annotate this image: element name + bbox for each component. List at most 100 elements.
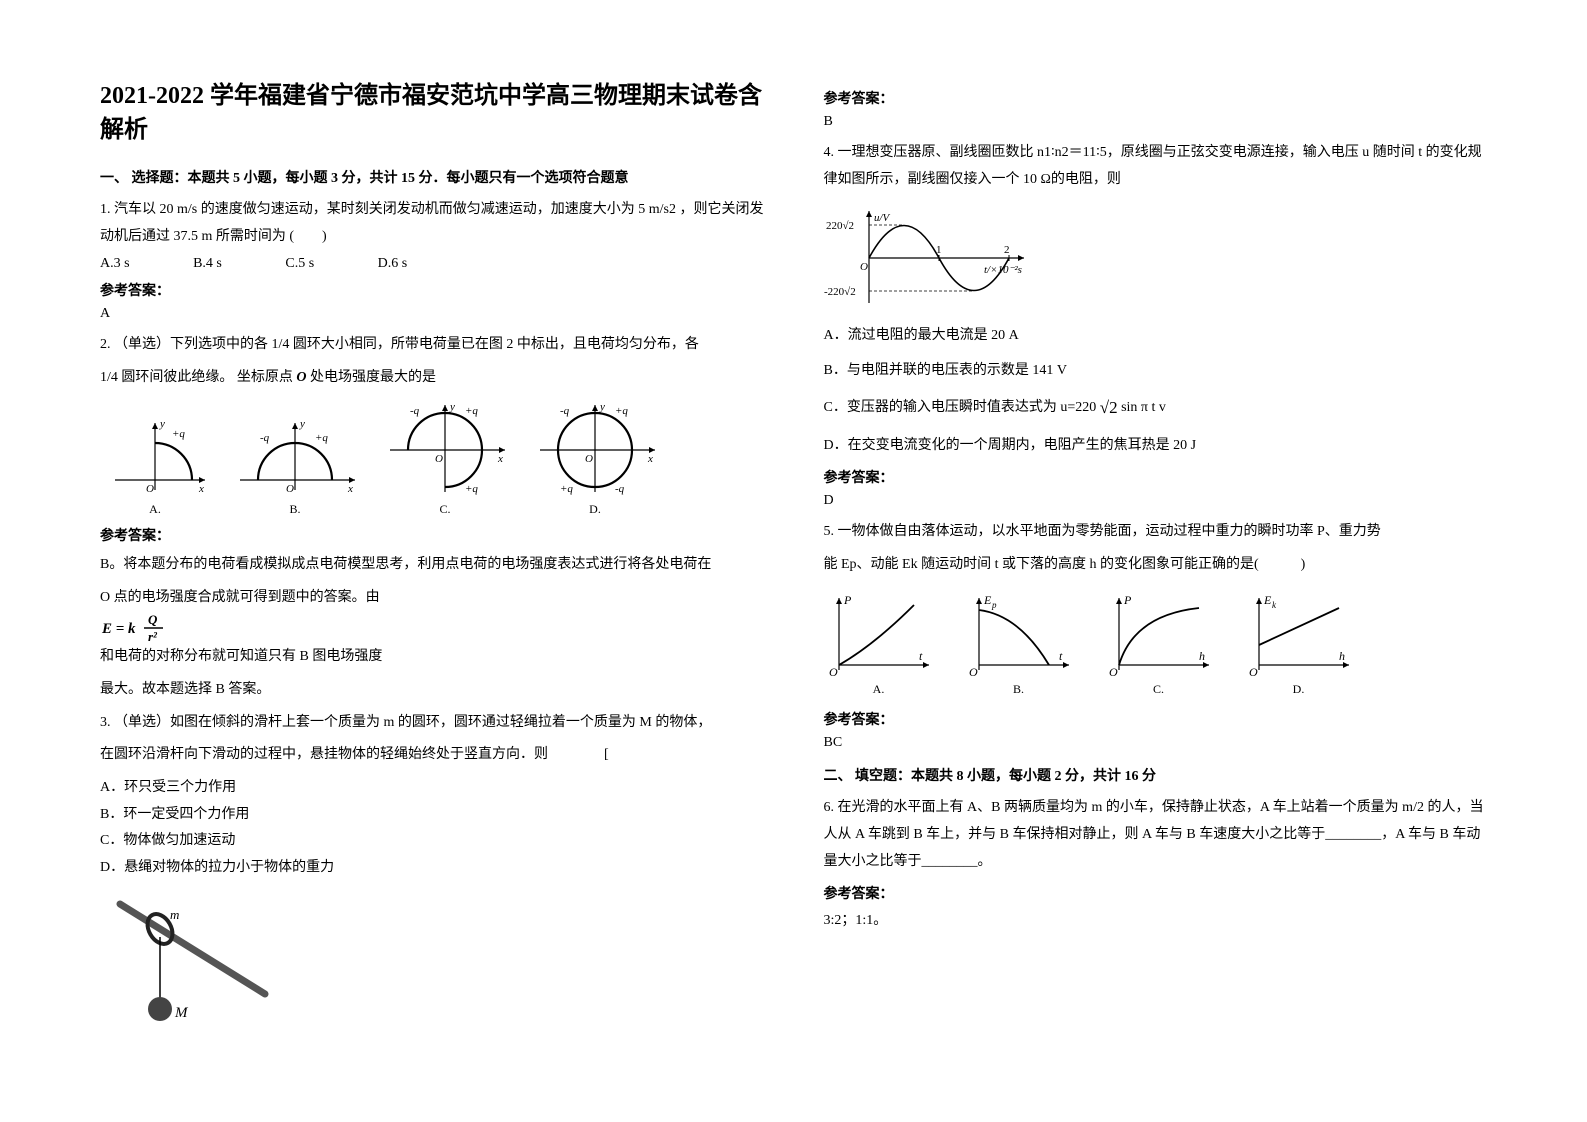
svg-text:+q: +q (465, 483, 478, 495)
svg-text:t: t (919, 649, 923, 663)
inclined-rod-diagram: m M (100, 889, 280, 1029)
q5-labelB: B. (964, 682, 1074, 697)
svg-text:y: y (599, 401, 605, 413)
q3-answer-label: 参考答案： (824, 88, 1488, 108)
svg-text:h: h (1339, 649, 1345, 663)
svg-text:O: O (1109, 665, 1118, 679)
svg-text:-220√2: -220√2 (824, 286, 856, 298)
q2-explain2: O 点的电场强度合成就可得到题中的答案。由 E = k Q r² 和电荷的对称分… (100, 584, 764, 671)
q4-optC-b: sin π t v (1121, 400, 1166, 415)
svg-text:+q: +q (465, 405, 478, 417)
svg-text:x: x (647, 453, 653, 465)
q2-figC: -q +q +q O x y C. (380, 400, 510, 517)
q3-optB: B．环一定受四个力作用 (100, 802, 764, 829)
svg-text:h: h (1199, 649, 1205, 663)
svg-text:+q: +q (615, 405, 628, 417)
right-column: 参考答案： B 4. 一理想变压器原、副线圈匝数比 n1∶n2＝11∶5，原线圈… (824, 80, 1488, 1082)
q6-text: 6. 在光滑的水平面上有 A、B 两辆质量均为 m 的小车，保持静止状态，A 车… (824, 795, 1488, 875)
section2-header: 二、 填空题：本题共 8 小题，每小题 2 分，共计 16 分 (824, 765, 1488, 785)
svg-text:y: y (299, 418, 305, 430)
chart-D: E k h O (1244, 590, 1354, 680)
q2-text2a: 1/4 圆环间彼此绝缘。 坐标原点 (100, 370, 296, 385)
doc-title: 2021-2022 学年福建省宁德市福安范坑中学高三物理期末试卷含解析 (100, 80, 764, 147)
q1-text: 1. 汽车以 20 m/s 的速度做匀速运动，某时刻关闭发动机而做匀减速运动，加… (100, 197, 764, 250)
q5-figures: P t O A. E p t O B. (824, 590, 1488, 697)
svg-text:-q: -q (260, 432, 270, 444)
svg-text:O: O (969, 665, 978, 679)
q5-answer: BC (824, 735, 1488, 751)
q4-text: 4. 一理想变压器原、副线圈匝数比 n1∶n2＝11∶5，原线圈与正弦交变电源连… (824, 140, 1488, 193)
q2-figA: +q O x y A. (100, 415, 210, 517)
q6-answer: 3:2；1:1。 (824, 909, 1488, 929)
svg-text:-q: -q (560, 405, 570, 417)
q2-figures: +q O x y A. -q +q O x y B. (100, 400, 764, 517)
svg-text:M: M (174, 1005, 189, 1021)
q4-sine-figure: 220√2 -220√2 u/V O 1 2 t/×10⁻²s (824, 203, 1488, 313)
q5-figD: E k h O D. (1244, 590, 1354, 697)
svg-text:Q: Q (148, 612, 158, 627)
svg-text:t/×10⁻²s: t/×10⁻²s (984, 264, 1022, 276)
svg-text:-q: -q (615, 483, 625, 495)
q1-answer: A (100, 306, 764, 322)
q5-text2: 能 Ep、动能 Ek 随运动时间 t 或下落的高度 h 的变化图象可能正确的是(… (824, 552, 1488, 579)
sine-wave-plot: 220√2 -220√2 u/V O 1 2 t/×10⁻²s (824, 203, 1044, 313)
svg-text:E: E (1263, 593, 1272, 607)
q5-answer-label: 参考答案： (824, 709, 1488, 729)
q2-figB: -q +q O x y B. (230, 415, 360, 517)
q2-explain2a: O 点的电场强度合成就可得到题中的答案。由 (100, 590, 380, 605)
svg-text:O: O (1249, 665, 1258, 679)
formula-E-kQr2: E = k Q r² (100, 611, 170, 643)
origin-O-symbol: O (296, 370, 306, 385)
q3-optD: D．悬绳对物体的拉力小于物体的重力 (100, 855, 764, 882)
q1-optD: D.6 s (378, 256, 408, 272)
q1-optC: C.5 s (285, 256, 314, 272)
svg-text:220√2: 220√2 (826, 220, 854, 232)
svg-text:E: E (983, 593, 992, 607)
q2-labelD: D. (530, 502, 660, 517)
q5-labelC: C. (1104, 682, 1214, 697)
chart-B: E p t O (964, 590, 1074, 680)
svg-text:+q: +q (315, 432, 328, 444)
svg-text:r²: r² (148, 629, 158, 643)
left-column: 2021-2022 学年福建省宁德市福安范坑中学高三物理期末试卷含解析 一、 选… (100, 80, 764, 1082)
q3-figure: m M (100, 889, 764, 1029)
svg-text:u/V: u/V (874, 212, 891, 224)
q4-optB: B．与电阻并联的电压表的示数是 141 V (824, 358, 1488, 385)
q3-optC: C．物体做匀加速运动 (100, 828, 764, 855)
svg-text:1: 1 (936, 244, 942, 256)
svg-text:t: t (1059, 649, 1063, 663)
svg-text:+q: +q (560, 483, 573, 495)
q6-answer-label: 参考答案： (824, 883, 1488, 903)
q2-labelC: C. (380, 502, 510, 517)
q4-optA: A．流过电阻的最大电流是 20 A (824, 323, 1488, 350)
q2-text1: 2. （单选）下列选项中的各 1/4 圆环大小相同，所带电荷量已在图 2 中标出… (100, 332, 764, 359)
q1-options: A.3 s B.4 s C.5 s D.6 s (100, 256, 764, 272)
q4-optC-a: C．变压器的输入电压瞬时值表达式为 u=220 (824, 400, 1097, 415)
q5-figB: E p t O B. (964, 590, 1074, 697)
q3-optA: A．环只受三个力作用 (100, 775, 764, 802)
q2-text2b: 处电场强度最大的是 (310, 370, 436, 385)
arc-diagram-D: -q +q +q -q O x y (530, 400, 660, 500)
svg-text:x: x (347, 483, 353, 495)
svg-text:x: x (198, 483, 204, 495)
q5-figA: P t O A. (824, 590, 934, 697)
q5-labelD: D. (1244, 682, 1354, 697)
svg-text:O: O (435, 453, 443, 465)
svg-text:O: O (860, 261, 868, 273)
sqrt2: √2 (1100, 398, 1118, 417)
svg-text:O: O (585, 453, 593, 465)
chart-A: P t O (824, 590, 934, 680)
q3-text2: 在圆环沿滑杆向下滑动的过程中，悬挂物体的轻绳始终处于竖直方向．则 [ (100, 742, 764, 769)
q2-labelB: B. (230, 502, 360, 517)
section1-header: 一、 选择题：本题共 5 小题，每小题 3 分，共计 15 分．每小题只有一个选… (100, 167, 764, 187)
q3-text1: 3. （单选）如图在倾斜的滑杆上套一个质量为 m 的圆环，圆环通过轻绳拉着一个质… (100, 710, 764, 737)
svg-text:x: x (497, 453, 503, 465)
svg-text:O: O (829, 665, 838, 679)
q1-answer-label: 参考答案： (100, 280, 764, 300)
svg-text:P: P (843, 593, 852, 607)
svg-text:O: O (146, 483, 154, 495)
q3-answer: B (824, 114, 1488, 130)
q2-answer-label: 参考答案： (100, 525, 764, 545)
q4-optD: D．在交变电流变化的一个周期内，电阻产生的焦耳热是 20 J (824, 433, 1488, 460)
svg-text:-q: -q (410, 405, 420, 417)
